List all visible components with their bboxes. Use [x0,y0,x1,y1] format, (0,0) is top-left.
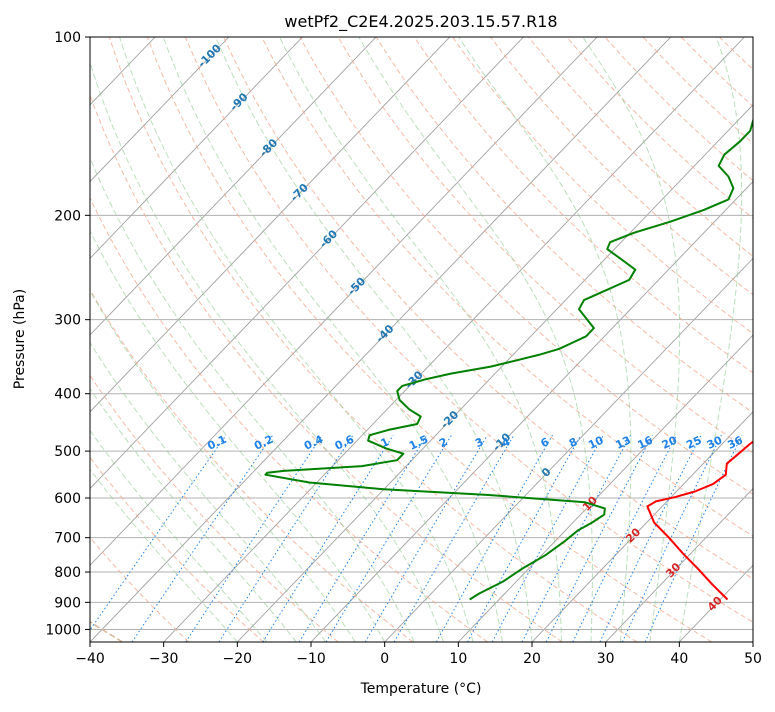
y-tick-label: 600 [54,491,81,507]
x-axis: −40 −30 −20 −10 0 10 20 30 40 50 [75,642,762,667]
dry-adiabat-line [414,37,775,642]
mixing-ratio-lines [82,435,742,642]
isotherm-label: -90 [227,90,250,113]
mixing-ratio-label: 3 [473,435,485,450]
dry-adiabat-line [0,37,189,642]
dry-adiabat-line [0,37,264,642]
y-tick-label: 800 [54,565,81,581]
y-tick-label: 500 [54,444,81,460]
mixing-ratio-label: 8 [567,435,579,450]
isotherm-line [679,37,775,642]
dry-adiabat-line [109,37,637,642]
isotherm-label: -20 [438,408,461,431]
mixing-ratio-label: 0.4 [302,433,325,453]
mixing-ratio-label: 20 [660,433,680,451]
isotherm-line [0,37,376,642]
x-tick-label: 50 [744,651,762,667]
dry-adiabat-line [491,37,775,642]
mixing-ratio-label: 30 [705,433,725,451]
moist-adiabat-line [163,37,502,642]
moist-adiabat-line [679,37,741,642]
x-tick-label: 0 [380,651,389,667]
isotherm-line [753,37,775,642]
moist-adiabat-line [0,37,237,642]
isotherm-label: 40 [705,594,725,614]
mixing-ratio-label: 10 [586,433,606,451]
y-tick-label: 200 [54,208,81,224]
mixing-ratio-label: 6 [539,435,552,450]
dry-adiabat-line [529,37,775,642]
dry-adiabat-line [567,37,775,642]
dry-adiabat-line [757,37,775,642]
dry-adiabat-line [147,37,711,642]
moist-adiabat-lines [0,37,742,642]
isotherm-line [16,37,597,642]
x-tick-label: −30 [149,651,179,667]
mixing-ratio-label: 2 [437,435,449,450]
isotherm-line [0,37,523,642]
dry-adiabat-line [0,37,413,642]
x-tick-label: 10 [449,651,467,667]
isotherm-label: 0 [539,465,554,480]
mixing-ratio-line [132,435,273,642]
y-axis: 100 200 300 400 500 600 700 800 900 1000 [45,30,90,638]
dry-adiabat-line [33,37,488,642]
mixing-ratio-line [436,435,552,642]
mixing-ratio-label: 16 [636,433,656,451]
x-tick-label: −10 [296,651,326,667]
isotherm-label: 20 [623,525,643,545]
moist-adiabat-line [120,37,474,642]
moist-adiabat-line [83,37,444,642]
chart-title: wetPf2_C2E4.2025.203.15.57.R18 [284,12,557,32]
moist-adiabat-line [0,37,267,642]
isotherm-line [532,37,775,642]
moist-adiabat-line [51,37,414,642]
isotherm-line [0,37,303,642]
mixing-ratio-line [186,435,322,642]
isobar-gridlines [90,37,753,629]
y-tick-label: 900 [54,595,81,611]
isotherm-line [0,37,229,642]
y-axis-label: Pressure (hPa) [12,289,28,389]
mixing-ratio-line [82,435,226,642]
moist-adiabat-line [359,37,593,642]
mixing-ratio-line [600,435,701,642]
x-tick-label: 20 [523,651,541,667]
isotherm-line [606,37,775,642]
isotherm-line [237,37,775,642]
dry-adiabat-line [185,37,775,642]
mixing-ratio-line [219,435,353,642]
dry-adiabat-line [452,37,775,642]
y-tick-label: 700 [54,531,81,547]
x-tick-label: −40 [75,651,105,667]
moist-adiabat-line [0,37,296,642]
y-tick-label: 100 [54,30,81,46]
moist-adiabat-line [0,37,326,642]
x-tick-label: 40 [670,651,688,667]
isotherm-line [164,37,745,642]
dry-adiabat-line [719,37,775,642]
x-axis-label: Temperature (°C) [360,681,482,697]
isotherm-line [0,37,8,642]
mixing-ratio-line [522,435,630,642]
mixing-ratio-label: 1.5 [407,433,430,453]
isotherm-label: -50 [345,274,368,297]
moist-adiabat-line [280,37,562,642]
y-tick-label: 400 [54,387,81,403]
y-tick-label: 1000 [45,622,81,638]
x-tick-label: 30 [597,651,615,667]
mixing-ratio-label: 0.6 [333,433,356,453]
dry-adiabat-line [605,37,775,642]
isotherm-label: -40 [373,322,396,345]
y-tick-label: 300 [54,313,81,329]
plot-frame [90,37,753,642]
mixing-ratio-label: 0.1 [205,433,228,453]
isotherm-label: -60 [317,227,340,250]
x-tick-label: −20 [223,651,253,667]
mixing-ratio-line [365,435,487,642]
